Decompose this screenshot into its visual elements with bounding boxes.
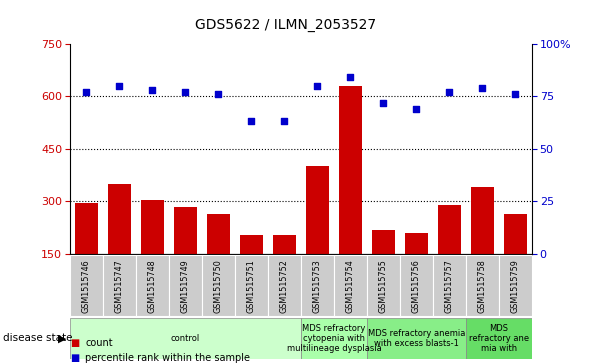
Point (181, 89, 190, 95)
Bar (438, 205, 461, 254)
Text: GDS5622 / ILMN_2053527: GDS5622 / ILMN_2053527 (195, 18, 376, 32)
Bar (466, 318, 532, 359)
Point (379, 99, 389, 105)
Text: MDS refractory anemia
with excess blasts-1: MDS refractory anemia with excess blasts… (368, 329, 465, 348)
Point (511, 91, 520, 97)
Bar (268, 256, 300, 316)
Text: ■: ■ (70, 352, 79, 363)
Bar (471, 187, 494, 254)
Bar (367, 256, 399, 316)
Text: GSM1515746: GSM1515746 (82, 259, 91, 313)
Point (247, 119, 257, 125)
Bar (466, 256, 499, 316)
Text: GSM1515752: GSM1515752 (280, 259, 289, 313)
Bar (235, 256, 268, 316)
Point (81, 89, 91, 95)
Text: GSM1515748: GSM1515748 (148, 259, 157, 313)
Text: GSM1515753: GSM1515753 (313, 259, 322, 313)
Text: GSM1515750: GSM1515750 (214, 259, 223, 313)
Point (213, 91, 223, 97)
Text: GSM1515749: GSM1515749 (181, 259, 190, 313)
Text: ■: ■ (70, 338, 79, 348)
Bar (75, 203, 98, 254)
Text: percentile rank within the sample: percentile rank within the sample (85, 352, 250, 363)
Point (148, 87, 157, 93)
Bar (301, 318, 367, 359)
Bar (240, 235, 263, 254)
Bar (367, 318, 466, 359)
Text: GSM1515756: GSM1515756 (412, 259, 421, 313)
Bar (400, 256, 433, 316)
Text: count: count (85, 338, 112, 348)
Bar (70, 318, 301, 359)
Bar (434, 256, 466, 316)
Bar (136, 256, 168, 316)
Point (412, 106, 421, 112)
Point (313, 83, 322, 89)
Bar (103, 256, 136, 316)
Bar (334, 256, 367, 316)
Text: GSM1515747: GSM1515747 (115, 259, 124, 313)
Text: GSM1515758: GSM1515758 (478, 259, 487, 313)
Point (444, 89, 454, 95)
Text: ▶: ▶ (58, 334, 66, 343)
Bar (202, 256, 235, 316)
Bar (372, 229, 395, 254)
Bar (207, 214, 230, 254)
Bar (339, 86, 362, 254)
Bar (306, 166, 329, 254)
Bar (169, 256, 202, 316)
Text: GSM1515754: GSM1515754 (346, 259, 355, 313)
Bar (273, 235, 296, 254)
Point (478, 85, 488, 91)
Text: GSM1515751: GSM1515751 (247, 259, 256, 313)
Text: MDS
refractory ane
mia with: MDS refractory ane mia with (469, 323, 529, 354)
Text: GSM1515755: GSM1515755 (379, 259, 388, 313)
Point (280, 119, 289, 125)
Bar (174, 207, 197, 254)
Bar (302, 256, 334, 316)
Bar (499, 256, 531, 316)
Bar (141, 200, 164, 254)
Bar (405, 233, 428, 254)
Text: disease state: disease state (3, 334, 72, 343)
Bar (71, 256, 103, 316)
Bar (504, 214, 527, 254)
Bar (108, 184, 131, 254)
Text: GSM1515757: GSM1515757 (445, 259, 454, 313)
Text: MDS refractory
cytopenia with
multilineage dysplasia: MDS refractory cytopenia with multilinea… (286, 323, 381, 354)
Point (345, 74, 355, 80)
Text: control: control (171, 334, 200, 343)
Point (114, 83, 124, 89)
Text: GSM1515759: GSM1515759 (511, 259, 520, 313)
